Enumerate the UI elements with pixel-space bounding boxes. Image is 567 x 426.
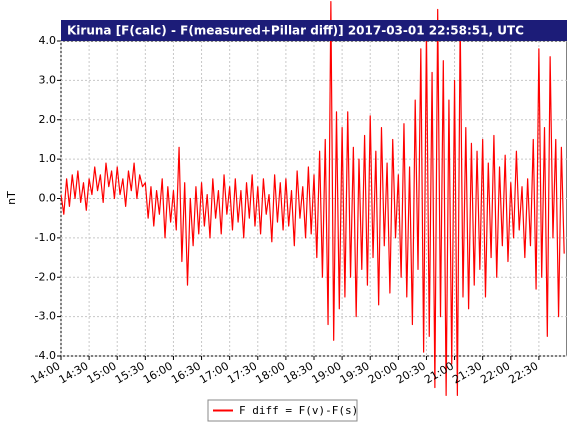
y-tick-label: -3.0: [35, 310, 56, 323]
data-line: [61, 1, 565, 396]
y-tick-label: 3.0: [39, 73, 57, 86]
legend-box: [207, 399, 358, 422]
x-tick-label: 20:00: [366, 359, 400, 386]
y-tick-label: 2.0: [39, 113, 57, 126]
x-tick-label: 15:00: [85, 359, 119, 386]
x-tick-label: 14:00: [29, 359, 63, 386]
chart-title: Kiruna [F(calc) - F(measured+Pillar diff…: [67, 24, 524, 38]
x-tick-label: 16:30: [169, 359, 203, 386]
x-tick-label: 16:00: [141, 359, 175, 386]
x-tick-label: 22:00: [478, 359, 512, 386]
y-tick-label: 0.0: [39, 192, 57, 205]
y-tick-label: -1.0: [35, 231, 56, 244]
series-group: [61, 1, 565, 396]
y-tick-label: -4.0: [35, 349, 56, 362]
x-tick-label: 20:30: [394, 359, 428, 386]
x-tick-label: 19:00: [310, 359, 344, 386]
y-tick-label: 4.0: [39, 34, 57, 47]
x-tick-label: 19:30: [338, 359, 372, 386]
y-tick-label: -2.0: [35, 270, 56, 283]
x-tick-label: 18:30: [282, 359, 316, 386]
x-tick-label: 18:00: [253, 359, 287, 386]
y-axis-label: nT: [5, 191, 18, 205]
legend: F diff = F(v)-F(s): [207, 399, 358, 422]
x-tick-label: 21:00: [422, 359, 456, 386]
legend-label: F diff = F(v)-F(s): [239, 404, 358, 417]
title-bar: [61, 20, 567, 41]
x-tick-label: 17:30: [225, 359, 259, 386]
x-tick-label: 17:00: [197, 359, 231, 386]
x-tick-label: 14:30: [57, 359, 91, 386]
x-tick-label: 15:30: [113, 359, 147, 386]
x-tick-label: 21:30: [450, 359, 484, 386]
y-tick-label: 1.0: [39, 152, 57, 165]
x-tick-label: 22:30: [506, 359, 540, 386]
